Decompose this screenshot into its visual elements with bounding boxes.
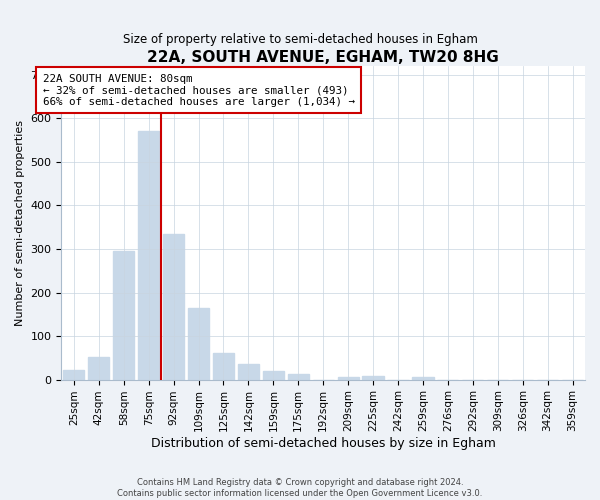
Text: 22A SOUTH AVENUE: 80sqm
← 32% of semi-detached houses are smaller (493)
66% of s: 22A SOUTH AVENUE: 80sqm ← 32% of semi-de… <box>43 74 355 106</box>
Bar <box>238 364 259 380</box>
Text: Size of property relative to semi-detached houses in Egham: Size of property relative to semi-detach… <box>122 32 478 46</box>
Bar <box>63 370 85 380</box>
Bar <box>163 234 184 380</box>
Bar <box>188 308 209 380</box>
Bar <box>412 376 434 380</box>
Bar <box>287 374 309 380</box>
Bar <box>263 371 284 380</box>
Title: 22A, SOUTH AVENUE, EGHAM, TW20 8HG: 22A, SOUTH AVENUE, EGHAM, TW20 8HG <box>148 50 499 65</box>
Bar <box>338 376 359 380</box>
Bar <box>88 356 109 380</box>
Bar <box>113 251 134 380</box>
Bar <box>213 352 234 380</box>
Text: Contains HM Land Registry data © Crown copyright and database right 2024.
Contai: Contains HM Land Registry data © Crown c… <box>118 478 482 498</box>
Y-axis label: Number of semi-detached properties: Number of semi-detached properties <box>15 120 25 326</box>
X-axis label: Distribution of semi-detached houses by size in Egham: Distribution of semi-detached houses by … <box>151 437 496 450</box>
Bar <box>138 132 159 380</box>
Bar <box>362 376 383 380</box>
